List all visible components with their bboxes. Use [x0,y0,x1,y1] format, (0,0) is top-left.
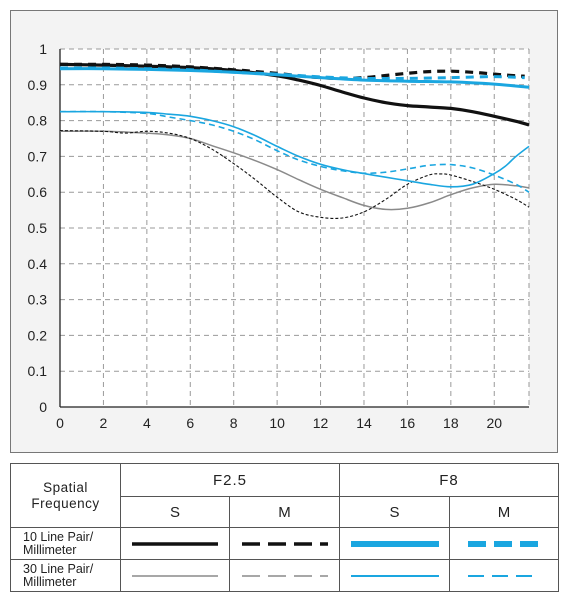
line-sample-f25-10-m [241,541,328,546]
x-tick-label: 2 [100,415,108,431]
series-line-f8-10-m [59,66,525,81]
y-tick-label: 0.1 [28,363,48,379]
series-line-f25-30-m [59,130,530,219]
line-sample-f25-30-s [132,574,218,577]
y-tick-label: 0.5 [28,220,48,236]
x-tick-label: 0 [56,415,64,431]
y-tick-label: 0.7 [28,148,48,164]
mtf-chart-panel: 0 2 4 6 8 10 12 14 16 18 20 0 0.1 0.2 0.3 0.4 0.5 0.6 0.7 0… [10,10,558,453]
frequency-label: Frequency [31,495,100,511]
x-tick-label: 6 [186,415,194,431]
spatial-frequency-header: Spatial Frequency [10,463,121,528]
line-sample-f25-30-m [241,574,328,577]
row-10lp-line1: 10 Line Pair/ [23,529,94,544]
x-tick-label: 12 [313,415,329,431]
mtf-chart: 0 2 4 6 8 10 12 14 16 18 20 0 0.1 0.2 0.3 0.4 0.5 0.6 0.7 0… [28,41,530,431]
row-30lp-line1: 30 Line Pair/ [23,561,94,576]
row-30lp-label: 30 Line Pair/ Millimeter [10,559,121,592]
row-10lp-label: 10 Line Pair/ Millimeter [10,527,121,560]
x-tick-label: 14 [356,415,372,431]
line-sample-f8-30-s [350,574,439,577]
y-tick-label: 1 [39,41,47,57]
x-tick-label: 10 [269,415,285,431]
y-tick-label: 0.2 [28,327,48,343]
x-tick-label: 8 [230,415,238,431]
aperture-f25-header: F2.5 [119,463,341,497]
line-sample-f8-30-m [468,574,541,577]
f8-sagittal-header: S [339,496,451,528]
axes [59,49,529,408]
sample-f25-30-m [228,559,341,592]
row-30lp-line2: Millimeter [23,574,77,589]
series-line-f8-30-m [59,110,530,193]
x-tick-label: 18 [443,415,459,431]
line-sample-f25-10-s [132,541,218,546]
f25-sagittal-header: S [120,496,230,528]
legend-table: Spatial Frequency F2.5 F8 S M S M 10 Lin… [10,463,560,592]
tick-labels: 0 2 4 6 8 10 12 14 16 18 20 0 0.1 0.2 0.3 0.4 0.5 0.6 0.7 0… [28,41,503,431]
row-10lp-line2: Millimeter [23,542,77,557]
series-lines [59,62,530,219]
y-tick-label: 0.8 [28,113,48,129]
x-tick-label: 16 [400,415,416,431]
y-tick-label: 0.9 [28,77,48,93]
y-tick-label: 0 [39,399,47,415]
y-tick-label: 0.3 [28,292,48,308]
y-tick-label: 0.6 [28,184,48,200]
y-tick-label: 0.4 [28,256,48,272]
spatial-label: Spatial [43,479,88,495]
sample-f8-30-m [449,559,560,592]
sample-f25-10-s [120,527,230,560]
series-line-f25-30-s [59,130,530,211]
x-tick-label: 4 [143,415,151,431]
sample-f25-10-m [228,527,341,560]
f25-meridional-header: M [228,496,341,528]
line-sample-f8-10-s [350,540,439,547]
f8-meridional-header: M [449,496,560,528]
line-sample-f8-10-m [468,540,541,547]
sample-f8-10-m [449,527,560,560]
sample-f8-10-s [339,527,451,560]
sample-f25-30-s [120,559,230,592]
grid-lines [60,48,530,407]
x-tick-label: 20 [486,415,502,431]
sample-f8-30-s [339,559,451,592]
aperture-f8-header: F8 [339,463,560,497]
series-line-f8-30-s [59,110,530,188]
